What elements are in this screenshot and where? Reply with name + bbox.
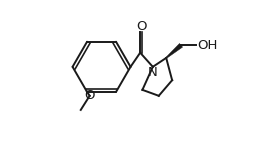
Text: OH: OH: [197, 39, 218, 52]
Text: N: N: [148, 66, 158, 79]
Polygon shape: [166, 44, 183, 58]
Text: O: O: [136, 20, 147, 33]
Text: O: O: [84, 89, 95, 102]
